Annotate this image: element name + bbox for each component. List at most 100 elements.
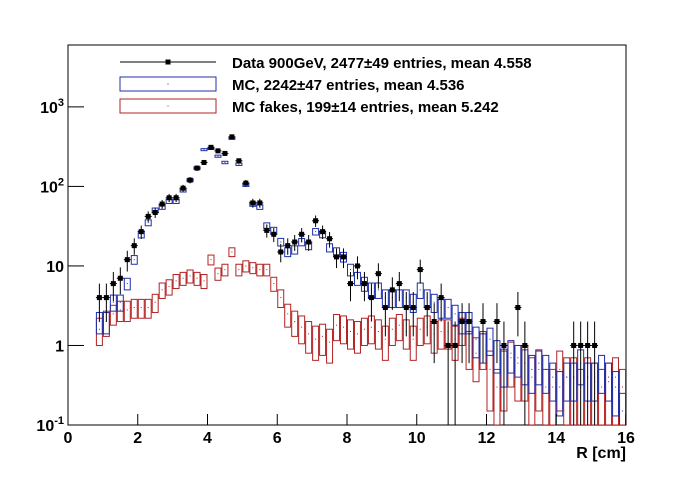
data-point xyxy=(96,295,102,301)
mc-box xyxy=(207,254,215,266)
legend-dot xyxy=(167,105,169,107)
mc-box xyxy=(193,271,201,286)
data-point xyxy=(341,254,347,260)
data-point xyxy=(410,305,416,311)
mc-box xyxy=(270,276,278,292)
data-point xyxy=(166,195,172,201)
mc-box xyxy=(563,357,571,425)
legend-dot xyxy=(167,83,169,85)
legend-box xyxy=(119,76,217,92)
mc-box xyxy=(291,310,299,337)
mc-center xyxy=(168,286,170,288)
data-point xyxy=(585,342,591,348)
mc-center xyxy=(322,335,324,337)
mc-box xyxy=(158,282,166,299)
mc-center xyxy=(329,341,331,343)
mc-center xyxy=(203,149,205,151)
data-point xyxy=(131,243,137,249)
legend-marker xyxy=(165,59,171,65)
mc-box xyxy=(256,263,264,277)
mc-box xyxy=(472,337,480,383)
mc-center xyxy=(601,386,603,388)
mc-box xyxy=(179,271,187,286)
data-point xyxy=(452,342,458,348)
data-point xyxy=(396,281,402,287)
data-point xyxy=(264,227,270,233)
mc-center xyxy=(538,368,540,370)
mc-box xyxy=(374,319,382,350)
data-point xyxy=(187,177,193,183)
tick-exponent: 2 xyxy=(58,176,64,188)
mc-box xyxy=(137,298,145,319)
mc-box xyxy=(116,294,124,312)
mc-center xyxy=(517,362,519,364)
data-point xyxy=(117,275,123,281)
mc-box xyxy=(277,289,285,309)
y-tick-label: 10 xyxy=(46,259,64,276)
data-point xyxy=(208,144,214,150)
mc-box xyxy=(284,303,292,328)
data-point xyxy=(382,305,388,311)
mc-center xyxy=(308,333,310,335)
mc-center xyxy=(419,289,421,291)
data-point xyxy=(313,218,319,224)
data-point xyxy=(257,200,263,206)
mc-center xyxy=(266,269,268,271)
mc-center xyxy=(433,301,435,303)
mc-box xyxy=(605,362,613,402)
mc-box xyxy=(123,277,131,291)
mc-box xyxy=(486,327,494,356)
mc-box xyxy=(109,304,117,326)
mc-center xyxy=(622,410,624,412)
mc-box xyxy=(507,341,515,388)
mc-center xyxy=(98,328,100,330)
mc-center xyxy=(294,321,296,323)
mc-box xyxy=(130,298,138,319)
mc-center xyxy=(545,368,547,370)
mc-box xyxy=(605,362,613,425)
mc-box xyxy=(528,354,536,394)
mc-center xyxy=(475,352,477,354)
mc-box xyxy=(486,350,494,412)
mc-box xyxy=(535,350,543,412)
mc-box xyxy=(556,371,564,417)
mc-box xyxy=(221,160,229,165)
data-point xyxy=(515,305,521,311)
mc-center xyxy=(315,231,317,233)
mc-center xyxy=(496,386,498,388)
mc-center xyxy=(238,163,240,165)
mc-center xyxy=(203,280,205,282)
mc-center xyxy=(119,301,121,303)
mc-center xyxy=(349,269,351,271)
data-point xyxy=(592,342,598,348)
tick-base: 10 xyxy=(40,100,58,117)
mc-box xyxy=(340,315,347,345)
x-tick-label: 6 xyxy=(273,430,282,447)
mc-box xyxy=(416,317,424,346)
x-tick-label: 8 xyxy=(343,430,352,447)
data-point xyxy=(368,295,374,301)
mc-center xyxy=(287,313,289,315)
data-point xyxy=(145,213,151,219)
mc-center xyxy=(329,247,331,249)
mc-center xyxy=(133,307,135,309)
mc-center xyxy=(280,297,282,299)
mc-box xyxy=(242,260,250,273)
mc-center xyxy=(245,265,247,267)
data-point xyxy=(180,185,186,191)
mc-box xyxy=(514,344,522,402)
legend-box xyxy=(119,98,217,114)
mc-center xyxy=(475,338,477,340)
data-point xyxy=(236,158,242,164)
mc-box xyxy=(437,319,445,350)
mc-center xyxy=(224,161,226,163)
data-point xyxy=(417,267,423,273)
mc-center xyxy=(133,259,135,261)
data-point xyxy=(445,342,451,348)
data-point xyxy=(571,342,577,348)
data-point xyxy=(201,159,207,165)
data-point xyxy=(222,150,228,156)
data-point xyxy=(403,305,409,311)
data-point xyxy=(110,281,116,287)
